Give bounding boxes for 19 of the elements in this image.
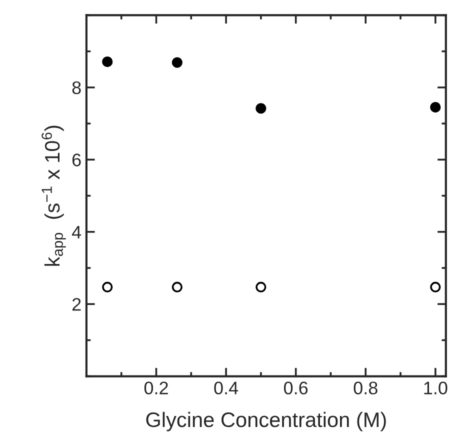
- y-axis-title: k$_{app}$ (s$^{−1}$ x 10$^{6}$): [42, 126, 66, 266]
- y-tick-label: 8: [72, 81, 81, 94]
- point: [430, 102, 441, 113]
- point: [256, 103, 266, 114]
- x-tick-label: 0.8: [354, 382, 378, 394]
- point: [430, 282, 441, 292]
- point: [172, 282, 182, 292]
- y-tick-label: 6: [72, 154, 81, 166]
- point: [172, 57, 182, 68]
- x-tick-label: 0.4: [214, 382, 238, 394]
- x-tick-label: 1.0: [424, 382, 448, 394]
- y-tick-label: 2: [72, 298, 81, 311]
- x-tick-label: 0.2: [144, 382, 168, 394]
- point: [256, 282, 266, 292]
- x-tick-label: 0.6: [284, 382, 308, 394]
- x-axis-title: Glycine Concentration (M): [146, 412, 386, 432]
- point: [102, 282, 113, 292]
- y-tick-label: 4: [72, 226, 82, 238]
- point: [102, 56, 113, 68]
